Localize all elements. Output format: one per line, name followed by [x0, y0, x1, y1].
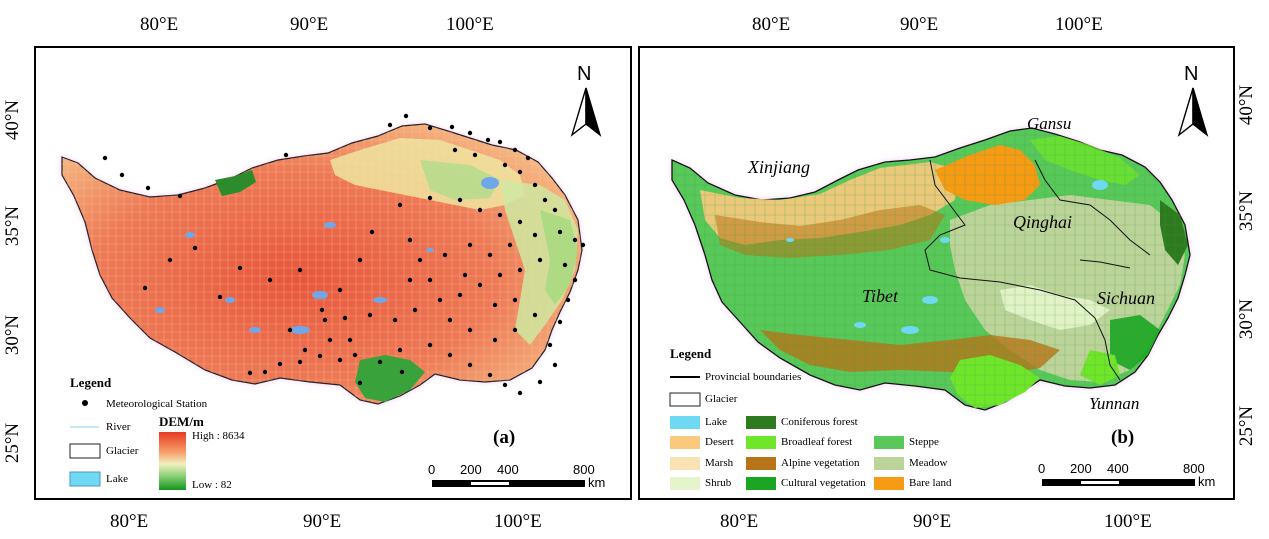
panel-b-frame: [638, 46, 1235, 500]
province-yunnan: Yunnan: [1089, 394, 1140, 413]
legend-alpine-label: Alpine vegetation: [781, 457, 860, 469]
panel-b-right-tick-30: 30°N: [1236, 298, 1258, 340]
province-qinghai: Qinghai: [1013, 212, 1073, 232]
legend-title-b: Legend: [670, 346, 712, 361]
legend-river-label: River: [106, 421, 131, 433]
legend-bare-label: Bare land: [909, 477, 952, 489]
legend-glacier-label-b: Glacier: [705, 393, 738, 405]
legend-title-a: Legend: [70, 375, 112, 390]
scale-b-400: 400: [1107, 461, 1129, 476]
panel-a-bottom-tick-100: 100°E: [494, 511, 542, 532]
panel-a-top-tick-100: 100°E: [446, 14, 494, 35]
legend-meadow-label: Meadow: [909, 457, 948, 469]
legend-lake-label-a: Lake: [106, 473, 128, 485]
scale-bar-a: [432, 480, 585, 487]
legend-symbols-b: [669, 376, 904, 490]
province-tibet: Tibet: [862, 286, 899, 306]
legend-boundaries-label: Provincial boundaries: [705, 371, 802, 383]
northwest-forest-a: [215, 170, 256, 196]
north-arrow-a: [570, 87, 602, 137]
panel-b-right-tick-40: 40°N: [1236, 84, 1258, 126]
legend-glacier-label-a: Glacier: [106, 445, 139, 457]
panel-b-top-tick-90: 90°E: [900, 14, 939, 35]
scale-b-800: 800: [1183, 461, 1205, 476]
lakes-b: [786, 180, 1108, 334]
legend-shrub-label: Shrub: [705, 477, 732, 489]
north-arrow-b: [1177, 87, 1209, 137]
scale-a-unit: km: [588, 475, 606, 490]
legend-cultural-label: Cultural vegetation: [781, 477, 866, 489]
province-sichuan: Sichuan: [1097, 288, 1155, 308]
southeast-forest-a: [355, 355, 425, 402]
dem-title: DEM/m: [159, 414, 204, 429]
legend-steppe-label: Steppe: [909, 436, 939, 448]
scale-bar-b: [1042, 479, 1195, 486]
panel-a-top-tick-80: 80°E: [140, 14, 179, 35]
panel-a-left-tick-30: 30°N: [2, 314, 24, 356]
legend-desert-label: Desert: [705, 436, 734, 448]
provincial-boundaries: [924, 159, 1151, 381]
scale-a-800: 800: [573, 462, 595, 477]
panel-a-left-tick-25: 25°N: [2, 422, 24, 464]
legend-marsh-label: Marsh: [705, 457, 734, 469]
legend-station-label: Meteorological Station: [106, 398, 208, 410]
panel-label-b: (b): [1111, 427, 1135, 448]
scale-b-0: 0: [1038, 461, 1046, 476]
north-label-b: N: [1184, 63, 1199, 85]
legend-symbols-a: [69, 400, 186, 490]
panel-label-a: (a): [493, 427, 516, 448]
scale-a-200: 200: [460, 462, 482, 477]
panel-a-bottom-tick-90: 90°E: [303, 511, 342, 532]
province-gansu: Gansu: [1027, 114, 1072, 133]
panel-b-top-tick-100: 100°E: [1055, 14, 1103, 35]
scale-a-0: 0: [428, 462, 436, 477]
panel-b-right-tick-25: 25°N: [1236, 405, 1258, 447]
legend-coniferous-label: Coniferous forest: [781, 416, 858, 428]
scale-a-400: 400: [497, 462, 519, 477]
panel-b-top-tick-80: 80°E: [752, 14, 791, 35]
panel-b-map: [671, 127, 1191, 411]
panel-b-bottom-tick-100: 100°E: [1104, 511, 1152, 532]
panel-b-right-tick-35: 35°N: [1236, 190, 1258, 232]
panel-b-bottom-tick-90: 90°E: [913, 511, 952, 532]
panel-a-map: [61, 113, 586, 405]
dem-high-label: High : 8634: [192, 430, 245, 442]
province-xinjiang: Xinjiang: [748, 157, 810, 177]
panel-a-top-tick-90: 90°E: [290, 14, 329, 35]
panel-a-frame: [34, 46, 632, 500]
north-label-a: N: [577, 63, 592, 85]
lakes-a: [155, 177, 499, 334]
dem-low-label: Low : 82: [192, 479, 232, 491]
panel-a-left-tick-35: 35°N: [2, 205, 24, 247]
station-dots-a: [102, 113, 586, 396]
panel-b-bottom-tick-80: 80°E: [720, 511, 759, 532]
panel-a-left-tick-40: 40°N: [2, 99, 24, 141]
scale-b-unit: km: [1198, 474, 1216, 489]
scale-b-200: 200: [1070, 461, 1092, 476]
panel-a-bottom-tick-80: 80°E: [110, 511, 149, 532]
legend-lake-label-b: Lake: [705, 416, 727, 428]
legend-broadleaf-label: Broadleaf forest: [781, 436, 853, 448]
